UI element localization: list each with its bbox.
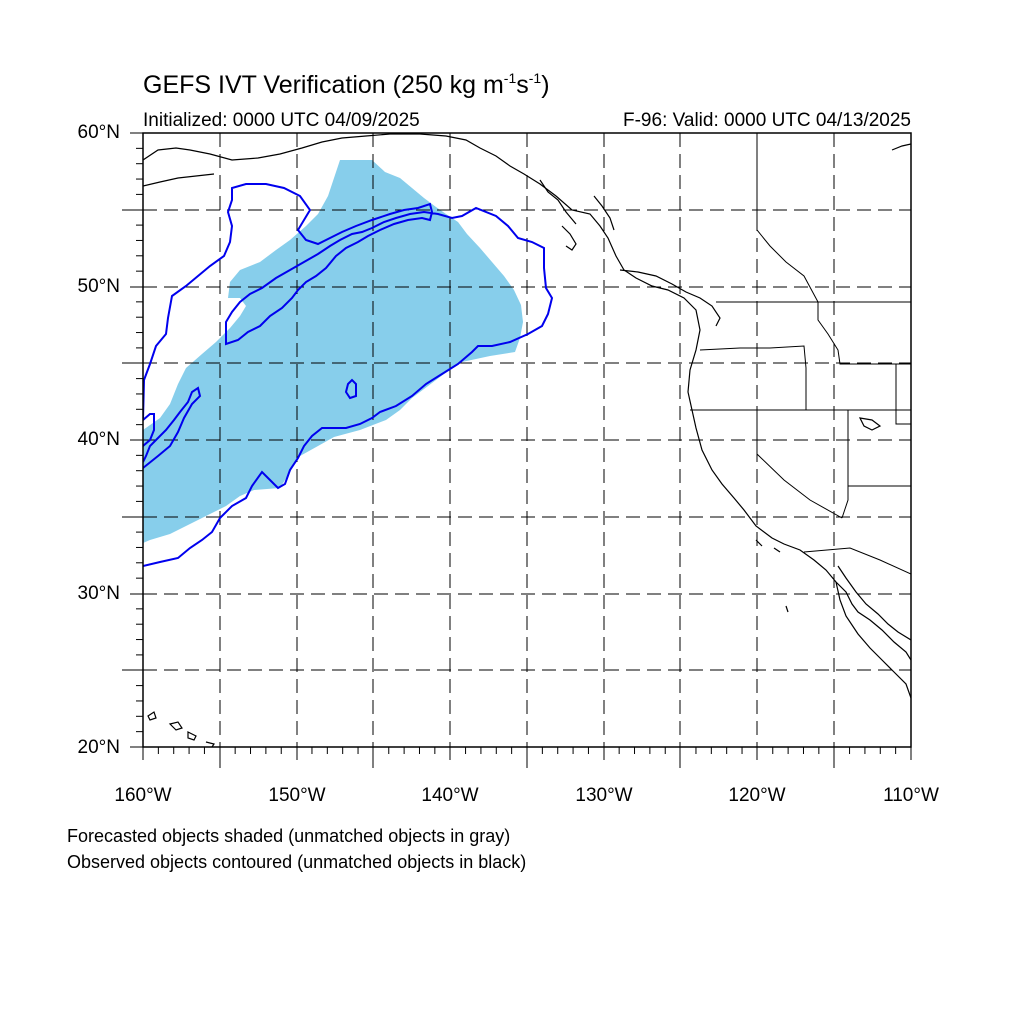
observed-note: Observed objects contoured (unmatched ob… [67, 852, 527, 872]
lon-label-160w: 160°W [114, 785, 172, 806]
valid-time-label: F-96: Valid: 0000 UTC 04/13/2025 [623, 110, 911, 131]
lon-label-150w: 150°W [268, 785, 326, 806]
lat-label-30: 30°N [77, 583, 120, 604]
forecast-object-shading [143, 160, 523, 543]
lon-label-130w: 130°W [575, 785, 633, 806]
minor-ticks [136, 147, 897, 754]
initialized-label: Initialized: 0000 UTC 04/09/2025 [143, 110, 420, 131]
grid-lines [143, 133, 911, 747]
lon-label-110w: 110°W [883, 785, 939, 806]
lat-label-50: 50°N [77, 276, 120, 297]
lon-label-120w: 120°W [728, 785, 786, 806]
forecast-note: Forecasted objects shaded (unmatched obj… [67, 826, 511, 846]
map-title: GEFS IVT Verification (250 kg m-1s-1) [143, 70, 550, 99]
lat-label-60: 60°N [77, 122, 120, 143]
state-boundaries [690, 133, 911, 575]
axis-ticks [122, 132, 912, 768]
lon-label-140w: 140°W [421, 785, 479, 806]
lat-label-40: 40°N [77, 429, 120, 450]
observed-object-contours [143, 183, 554, 567]
coastlines [143, 133, 911, 747]
lat-label-20: 20°N [77, 737, 120, 758]
